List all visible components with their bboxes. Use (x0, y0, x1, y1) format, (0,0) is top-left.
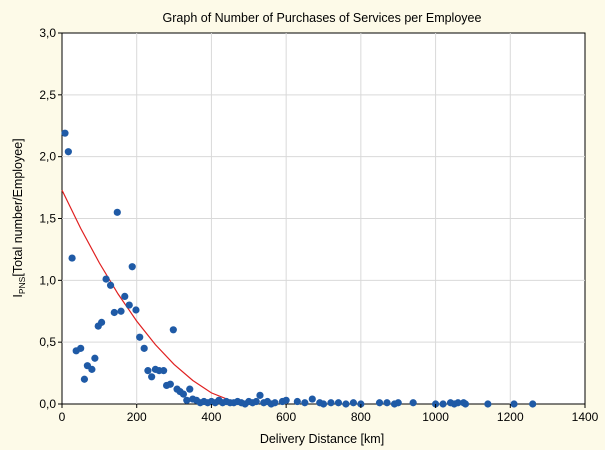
data-point (256, 391, 264, 399)
data-point (529, 400, 537, 408)
data-point (349, 399, 357, 407)
data-point (61, 129, 69, 137)
data-point (113, 208, 121, 216)
y-tick-label: 2,5 (39, 88, 56, 102)
x-tick-label: 400 (201, 410, 221, 424)
data-point (160, 367, 168, 375)
data-point (121, 292, 129, 301)
chart-title: Graph of Number of Purchases of Services… (163, 11, 482, 25)
data-point (510, 400, 518, 408)
y-tick-label: 0,0 (39, 397, 56, 411)
data-point (128, 263, 136, 271)
x-axis-title: Delivery Distance [km] (260, 432, 384, 446)
data-point (319, 400, 328, 408)
data-point (301, 399, 309, 407)
data-point (144, 367, 152, 375)
data-point (77, 344, 85, 352)
data-point (383, 399, 391, 407)
data-point (136, 333, 144, 341)
x-tick-label: 600 (276, 410, 296, 424)
data-point (327, 399, 335, 407)
data-point (179, 390, 188, 398)
data-point (439, 400, 447, 408)
data-point (68, 254, 76, 262)
data-point (169, 326, 177, 334)
data-point (125, 301, 133, 309)
data-point (186, 385, 194, 393)
y-tick-label: 2,0 (39, 150, 56, 164)
data-point (97, 318, 106, 326)
data-point (461, 400, 470, 408)
data-point (308, 395, 316, 403)
data-point (282, 396, 290, 404)
x-tick-label: 1400 (572, 410, 599, 424)
data-point (409, 399, 417, 407)
data-point (334, 399, 343, 407)
y-tick-label: 1,0 (39, 273, 56, 287)
fit-curve (61, 189, 249, 405)
y-tick-label: 3,0 (39, 26, 56, 40)
x-tick-label: 200 (127, 410, 147, 424)
data-point (106, 281, 115, 289)
x-tick-label: 800 (351, 410, 371, 424)
data-point (64, 148, 72, 156)
data-point (148, 373, 156, 381)
data-point (91, 354, 99, 362)
data-point (140, 344, 148, 352)
y-tick-label: 1,5 (39, 212, 56, 226)
data-point (394, 399, 402, 407)
data-point (342, 400, 350, 408)
data-point (454, 399, 462, 407)
data-point (293, 397, 301, 406)
y-axis-title: IPNS[Total number/Employee] (11, 138, 27, 297)
data-point (183, 396, 191, 404)
x-tick-label: 1200 (497, 410, 524, 424)
data-point (271, 399, 279, 407)
data-point (132, 306, 140, 314)
data-point (252, 397, 260, 406)
y-axis-title-main: I (11, 294, 25, 297)
data-point (88, 365, 96, 373)
data-point (166, 380, 174, 388)
y-tick-label: 0,5 (39, 335, 56, 349)
data-point (375, 399, 384, 407)
x-tick-label: 0 (59, 410, 66, 424)
data-point (102, 275, 110, 283)
y-axis-title-rest: [Total number/Employee] (11, 138, 25, 276)
y-axis-title-sub: PNS (17, 276, 27, 294)
x-tick-label: 1000 (422, 410, 449, 424)
data-point (484, 400, 492, 408)
data-point (110, 308, 118, 317)
data-point (117, 307, 125, 315)
data-point (80, 375, 89, 383)
